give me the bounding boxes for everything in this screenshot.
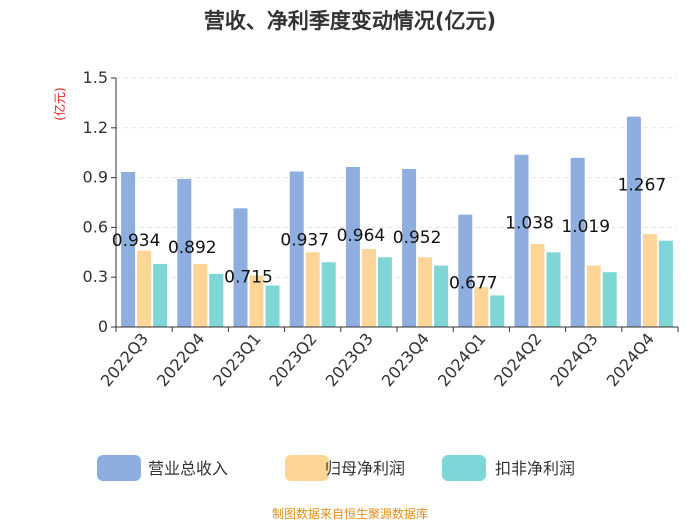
bars-group <box>121 116 673 327</box>
x-tick-label: 2022Q4 <box>153 329 208 390</box>
bar-deducted-net-profit <box>209 273 224 327</box>
x-tick-label: 2024Q4 <box>603 329 658 390</box>
legend-swatch <box>97 455 141 481</box>
x-tick-label: 2022Q3 <box>97 329 152 390</box>
chart-title: 营收、净利季度变动情况(亿元) <box>204 9 496 33</box>
bar-revenue <box>345 166 360 327</box>
x-tick-label: 2023Q3 <box>322 329 377 390</box>
bar-net-profit <box>249 275 264 327</box>
bar-revenue <box>177 178 192 327</box>
bar-deducted-net-profit <box>490 295 505 327</box>
bar-net-profit <box>193 263 208 327</box>
data-label-revenue: 0.934 <box>112 231 161 251</box>
data-label-revenue: 0.952 <box>393 228 442 248</box>
data-label-revenue: 0.937 <box>280 230 329 250</box>
x-tick-label: 2024Q3 <box>546 329 601 390</box>
data-label-revenue: 0.964 <box>337 226 386 246</box>
bar-deducted-net-profit <box>153 263 168 327</box>
grid-lines <box>116 77 678 278</box>
bar-deducted-net-profit <box>265 285 280 327</box>
bar-revenue <box>289 171 304 327</box>
bar-deducted-net-profit <box>658 240 673 327</box>
legend-swatch <box>285 455 329 481</box>
legend: 营业总收入 归母净利润 扣非净利润 <box>97 455 575 481</box>
source-note: 制图数据来自恒生聚源数据库 <box>272 506 428 521</box>
data-label-revenue: 0.892 <box>168 238 217 258</box>
bar-net-profit <box>642 234 657 327</box>
data-label-revenue: 1.019 <box>561 217 610 237</box>
x-tick-label: 2023Q4 <box>378 329 433 390</box>
bar-revenue <box>570 157 585 327</box>
y-tick-label: 0 <box>98 317 108 336</box>
legend-label: 归母净利润 <box>325 459 405 478</box>
bar-net-profit <box>361 248 376 327</box>
x-tick-label: 2024Q2 <box>490 329 545 390</box>
bar-revenue <box>626 116 641 327</box>
data-label-revenue: 0.715 <box>224 267 273 287</box>
y-axis-unit-label: (亿元) <box>52 87 67 120</box>
y-tick-label: 0.9 <box>83 168 108 187</box>
bar-deducted-net-profit <box>434 265 449 327</box>
bar-net-profit <box>137 250 152 327</box>
y-tick-label: 0.3 <box>83 267 108 286</box>
bar-revenue <box>233 208 248 327</box>
data-label-revenue: 1.038 <box>505 214 554 234</box>
x-tick-label: 2024Q1 <box>434 329 489 390</box>
bar-net-profit <box>474 287 489 327</box>
legend-label: 扣非净利润 <box>495 459 575 478</box>
legend-swatch <box>442 455 486 481</box>
y-tick-label: 1.5 <box>83 68 108 87</box>
x-tick-label: 2023Q2 <box>265 329 320 390</box>
bar-net-profit <box>586 265 601 327</box>
data-labels-group: 0.934 0.892 0.715 0.937 0.964 0.952 0.677 1.038… <box>112 176 666 294</box>
x-tick-label: 2023Q1 <box>209 329 264 390</box>
data-label-revenue: 1.267 <box>618 176 667 196</box>
bar-deducted-net-profit <box>377 257 392 327</box>
bar-revenue <box>458 214 473 327</box>
bar-net-profit <box>305 252 320 327</box>
bar-revenue <box>121 171 136 327</box>
bar-deducted-net-profit <box>546 252 561 327</box>
bar-revenue <box>514 154 529 327</box>
bar-net-profit <box>530 244 545 327</box>
bar-net-profit <box>418 257 433 327</box>
data-label-revenue: 0.677 <box>449 274 498 294</box>
bar-deducted-net-profit <box>602 272 617 327</box>
bar-revenue <box>402 168 417 327</box>
y-tick-label: 1.2 <box>83 118 108 137</box>
y-tick-label: 0.6 <box>83 217 108 236</box>
legend-label: 营业总收入 <box>148 459 228 478</box>
bar-deducted-net-profit <box>321 262 336 327</box>
